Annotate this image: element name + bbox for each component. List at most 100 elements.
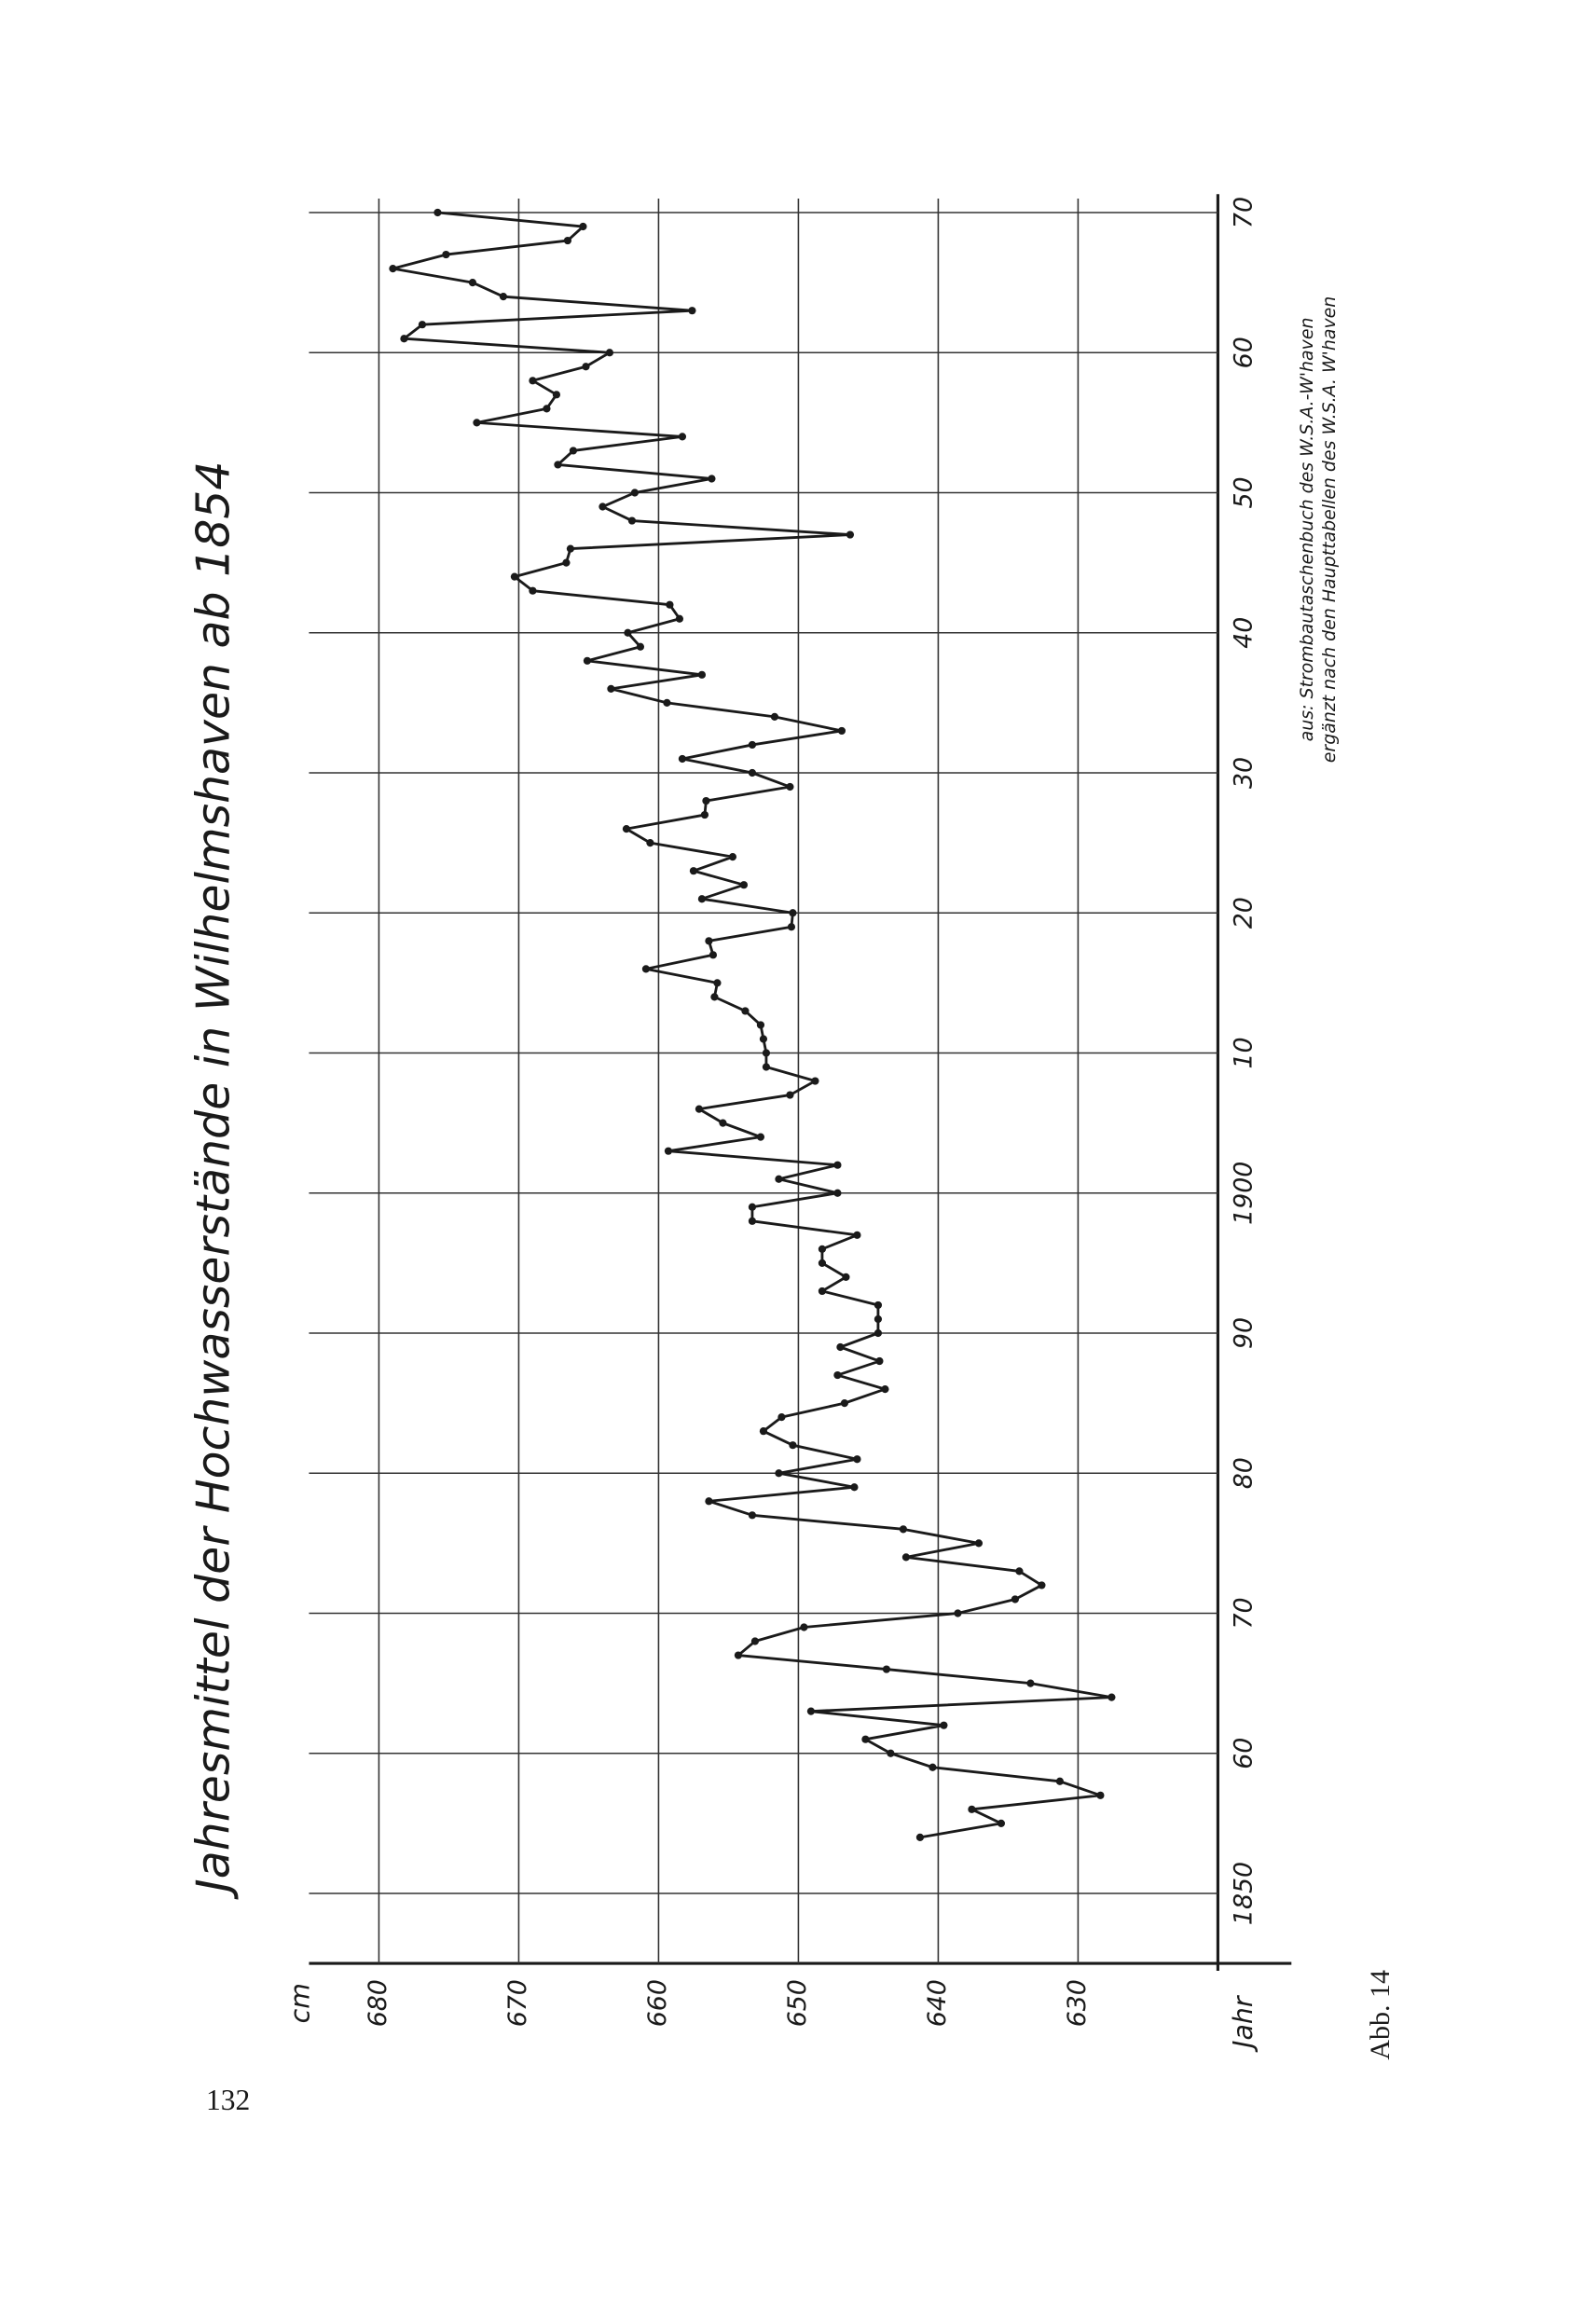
data-point (756, 1021, 765, 1029)
data-point (708, 475, 716, 483)
data-point (554, 461, 562, 469)
data-point (607, 684, 615, 693)
data-point (789, 909, 797, 917)
data-point (552, 391, 561, 399)
data-point (675, 614, 684, 623)
data-point (1108, 1693, 1116, 1701)
data-point (688, 307, 696, 315)
data-point (874, 1300, 883, 1310)
data-point (759, 1035, 768, 1043)
data-point (418, 321, 427, 329)
data-point (741, 1007, 750, 1015)
data-point (713, 979, 722, 987)
data-point (700, 810, 709, 819)
data-point (705, 1497, 713, 1506)
data-point (697, 895, 707, 903)
x-tick-label: 50 (1229, 476, 1258, 508)
y-tick-label: 640 (923, 1979, 952, 2027)
data-point (630, 489, 640, 497)
x-axis-label: Jahr (1228, 1994, 1259, 2053)
data-point (833, 1189, 842, 1197)
y-tick-label: 670 (503, 1979, 532, 2027)
data-point (678, 433, 687, 441)
y-tick-label: 680 (364, 1979, 392, 2027)
data-point (836, 1342, 845, 1352)
data-point (853, 1455, 861, 1464)
data-point (940, 1721, 948, 1729)
data-point (627, 516, 637, 525)
x-tick-label: 80 (1229, 1457, 1258, 1489)
data-point (775, 1469, 783, 1478)
data-point (636, 642, 645, 651)
data-point (499, 293, 508, 301)
data-point (468, 279, 477, 287)
x-tick-label: 70 (1229, 197, 1258, 228)
data-point (846, 530, 855, 539)
data-point (748, 1203, 757, 1211)
data-point (579, 222, 587, 231)
data-point (664, 1147, 673, 1155)
source-note: ergänzt nach den Haupttabellen des W.S.A… (1319, 296, 1340, 764)
data-point (997, 1819, 1006, 1827)
data-point (748, 768, 757, 778)
data-point (563, 236, 572, 245)
data-point (389, 264, 397, 273)
data-point (582, 363, 590, 371)
data-point (833, 1161, 842, 1169)
data-point (1096, 1791, 1105, 1799)
data-point (787, 923, 796, 931)
x-tick-label: 90 (1229, 1317, 1258, 1349)
data-point (663, 698, 671, 707)
data-point (874, 1328, 883, 1338)
data-point (954, 1609, 962, 1617)
data-point (968, 1805, 976, 1813)
y-tick-label: 630 (1063, 1979, 1092, 2027)
data-point (624, 628, 632, 637)
data-point (695, 1105, 704, 1113)
chart-title: Jahresmittel der Hochwasserstände in Wil… (187, 461, 241, 1900)
data-point (566, 544, 575, 553)
data-point (974, 1539, 984, 1548)
data-point (850, 1483, 859, 1492)
data-point (748, 1511, 757, 1520)
data-point (882, 1665, 891, 1673)
figure-caption: Abb. 14 (1365, 1970, 1396, 2060)
data-point (929, 1763, 937, 1771)
data-point (818, 1259, 827, 1267)
x-tick-label: 60 (1229, 1738, 1258, 1769)
data-point (833, 1370, 842, 1380)
data-point (770, 712, 779, 721)
x-tick-label: 40 (1229, 617, 1258, 649)
data-point (818, 1287, 827, 1296)
x-tick-label: 30 (1229, 757, 1258, 789)
data-point (899, 1525, 908, 1534)
x-tick-label: 10 (1229, 1037, 1258, 1068)
data-point (748, 1217, 757, 1225)
data-point (705, 937, 713, 945)
data-point (543, 405, 551, 413)
data-point (583, 656, 592, 665)
data-point (1055, 1777, 1065, 1785)
data-point (719, 1119, 727, 1127)
data-point (777, 1413, 786, 1422)
data-point (748, 740, 757, 750)
data-point (1038, 1581, 1046, 1590)
data-point (800, 1623, 808, 1631)
data-point (400, 335, 408, 343)
x-tick-label: 70 (1229, 1597, 1258, 1629)
data-point (786, 1091, 794, 1099)
data-point (1026, 1679, 1035, 1687)
data-point (678, 754, 687, 764)
data-point (689, 867, 698, 875)
x-tick-label: 1850 (1229, 1862, 1258, 1925)
data-point (562, 558, 571, 567)
data-point (442, 250, 450, 259)
data-point (605, 349, 614, 357)
data-point (622, 824, 631, 833)
data-point (762, 1049, 771, 1057)
data-point (853, 1231, 861, 1239)
data-point (433, 208, 442, 217)
data-point (861, 1735, 870, 1743)
data-point (598, 502, 607, 511)
